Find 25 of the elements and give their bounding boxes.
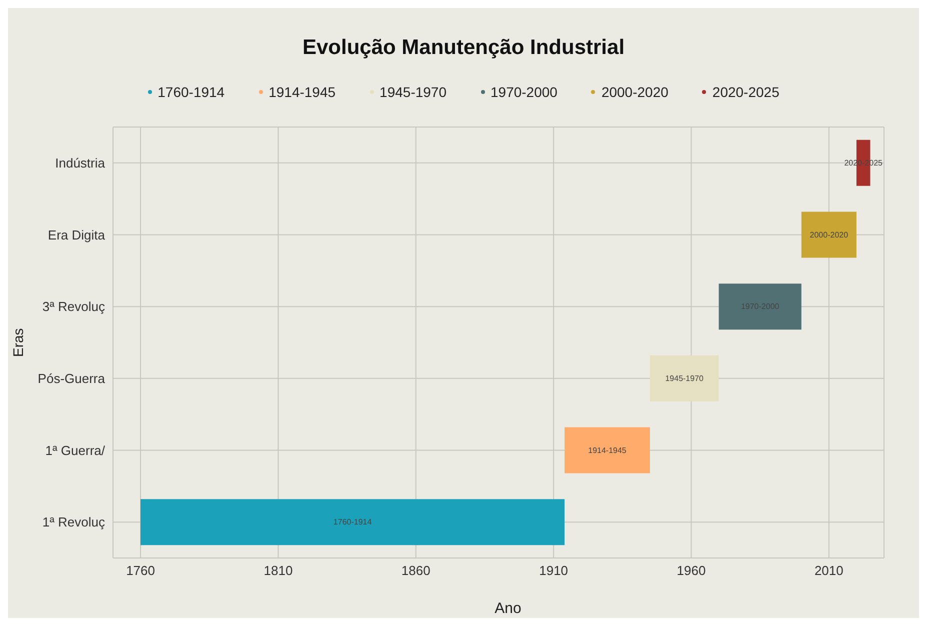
legend-label: 1914-1945 [268,84,336,100]
legend-label: 1945-1970 [380,84,446,100]
y-tick-label: Era Digita [48,227,106,242]
y-axis-title: Eras [10,328,26,357]
data-label: 1914-1945 [588,446,627,455]
chart-title: Evolução Manutenção Industrial [301,35,626,61]
y-tick-label: Pós-Guerra [38,371,106,386]
x-tick-label: 2010 [814,563,844,578]
y-tick-label: Indústria [55,156,106,171]
x-tick-label: 1860 [401,563,430,578]
y-tick-label: 1ª Revoluç [42,514,106,530]
x-tick-label: 1910 [539,563,568,578]
x-tick-label: 1960 [676,563,706,578]
legend-label: 2020-2025 [712,84,780,100]
y-tick-label: 1ª Guerra/ [45,442,106,458]
y-tick-label: 3ª Revoluç [42,299,106,314]
data-label: 2000-2020 [810,230,849,240]
data-label: 1760-1914 [333,518,372,527]
x-tick-label: 1810 [264,563,293,578]
legend-label: 1970-2000 [490,84,558,100]
legend-label: 2000-2020 [601,84,668,100]
x-tick-label: 1760 [126,563,155,578]
data-label: 1945-1970 [665,374,704,383]
x-axis-title: Ano [494,600,522,617]
legend-label: 1760-1914 [158,84,225,100]
